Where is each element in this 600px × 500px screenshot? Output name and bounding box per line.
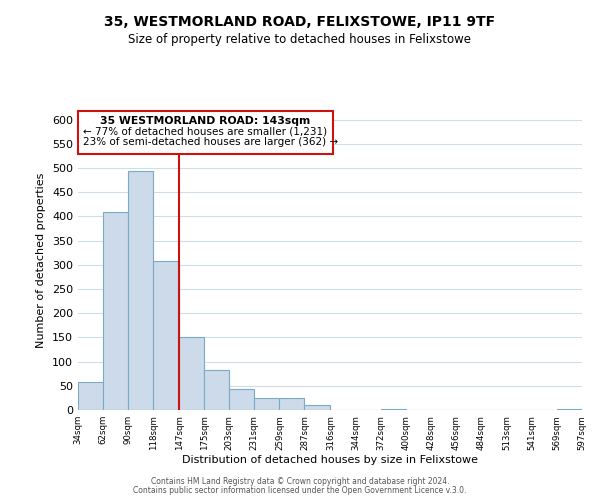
Text: Contains public sector information licensed under the Open Government Licence v.: Contains public sector information licen… xyxy=(133,486,467,495)
Bar xyxy=(304,405,331,410)
Text: 35 WESTMORLAND ROAD: 143sqm: 35 WESTMORLAND ROAD: 143sqm xyxy=(100,116,311,126)
Text: ← 77% of detached houses are smaller (1,231): ← 77% of detached houses are smaller (1,… xyxy=(83,126,328,136)
FancyBboxPatch shape xyxy=(78,111,333,154)
Bar xyxy=(103,212,128,410)
Y-axis label: Number of detached properties: Number of detached properties xyxy=(37,172,46,348)
Bar xyxy=(153,262,179,410)
Bar xyxy=(229,388,254,410)
Bar xyxy=(280,398,304,410)
Bar xyxy=(557,409,582,410)
Text: 35, WESTMORLAND ROAD, FELIXSTOWE, IP11 9TF: 35, WESTMORLAND ROAD, FELIXSTOWE, IP11 9… xyxy=(104,15,496,29)
Bar xyxy=(204,370,229,410)
Bar xyxy=(380,409,406,410)
Bar xyxy=(179,338,204,410)
Text: 23% of semi-detached houses are larger (362) →: 23% of semi-detached houses are larger (… xyxy=(83,137,338,147)
X-axis label: Distribution of detached houses by size in Felixstowe: Distribution of detached houses by size … xyxy=(182,456,478,466)
Text: Size of property relative to detached houses in Felixstowe: Size of property relative to detached ho… xyxy=(128,32,472,46)
Bar xyxy=(78,382,103,410)
Text: Contains HM Land Registry data © Crown copyright and database right 2024.: Contains HM Land Registry data © Crown c… xyxy=(151,477,449,486)
Bar xyxy=(128,172,153,410)
Bar xyxy=(254,398,280,410)
